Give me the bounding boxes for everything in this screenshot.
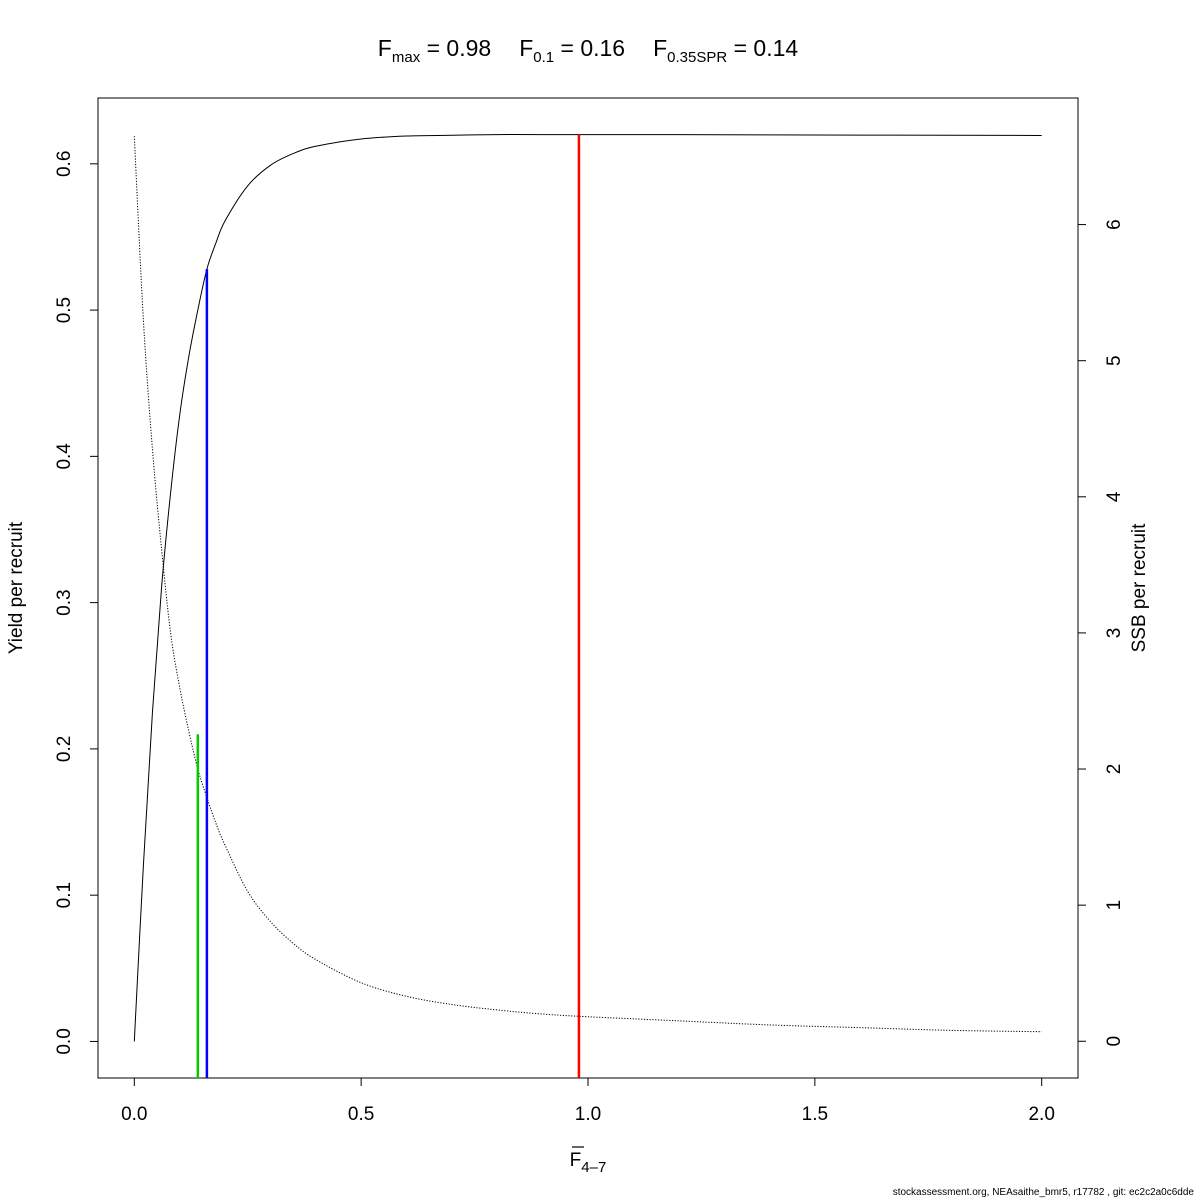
y-axis-title: Yield per recruit	[6, 521, 27, 654]
title-fmax-symbol: F	[378, 35, 392, 61]
y2-tick-label: 3	[1104, 628, 1125, 639]
title-f01-subscript: 0.1	[533, 49, 554, 66]
title-fmax-subscript: max	[392, 49, 421, 66]
x-tick-label: 1.0	[575, 1104, 601, 1125]
y2-tick-label: 2	[1104, 764, 1125, 775]
yield-per-recruit-curve	[133, 134, 1042, 1042]
y2-tick-label: 1	[1104, 900, 1125, 911]
title-fspr-symbol: F	[653, 35, 667, 61]
y-tick-label: 0.3	[54, 589, 75, 615]
ssb-per-recruit-curve	[133, 136, 1042, 1033]
series-layer	[133, 134, 1042, 1042]
title-fspr-value: = 0.14	[727, 35, 798, 61]
y-tick-label: 0.1	[54, 882, 75, 908]
reference-lines	[196, 134, 581, 1078]
x-tick-label: 0.0	[121, 1104, 147, 1125]
y2-tick-label: 5	[1104, 355, 1125, 366]
y-tick-label: 0.6	[54, 151, 75, 177]
x-axis-title-subscript: 4–7	[581, 1159, 606, 1176]
y2-tick-label: 6	[1104, 219, 1125, 230]
y2-axis-title: SSB per recruit	[1129, 523, 1150, 653]
y-tick-label: 0.0	[54, 1028, 75, 1054]
x-tick-label: 1.5	[802, 1104, 828, 1125]
title-f01-symbol: F	[519, 35, 533, 61]
y2-tick-label: 0	[1104, 1036, 1125, 1047]
y-tick-label: 0.5	[54, 297, 75, 323]
y2-tick-label: 4	[1104, 491, 1125, 502]
title-fspr-subscript: 0.35SPR	[667, 49, 727, 66]
x-axis-title: F4–7	[570, 1150, 607, 1176]
y-tick-label: 0.2	[54, 736, 75, 762]
y-tick-label: 0.4	[54, 443, 75, 470]
x-tick-label: 2.0	[1028, 1104, 1054, 1125]
axis-ticks: 0.0 0.5 1.0 1.5 2.0 0.0 0.1 0.2 0.3 0.4 0.5 0.6 0 1 2 3…	[54, 151, 1125, 1125]
title-fmax-value: = 0.98	[420, 35, 491, 61]
footer-note: stockassessment.org, NEAsaithe_bmr5, r17…	[893, 1187, 1195, 1198]
title-f01-value: = 0.16	[554, 35, 625, 61]
chart-title: Fmax = 0.98 F0.1 = 0.16 F0.35SPR = 0.14	[378, 35, 799, 66]
x-axis-title-symbol: F	[570, 1150, 582, 1171]
x-tick-label: 0.5	[348, 1104, 374, 1125]
plot-frame	[97, 97, 1079, 1079]
